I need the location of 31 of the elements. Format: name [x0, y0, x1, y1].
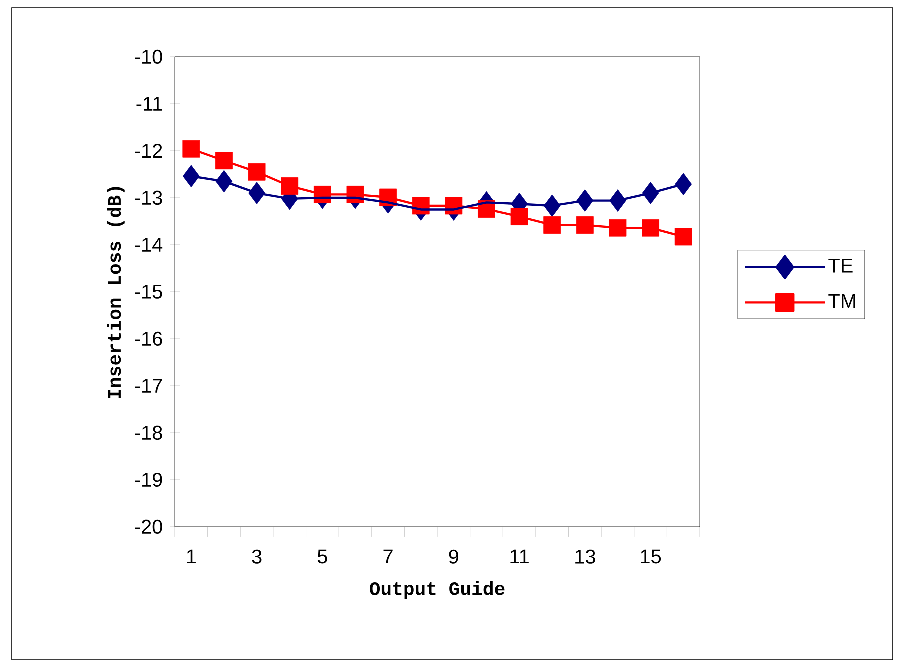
x-axis-title: Output Guide — [370, 581, 505, 600]
point — [674, 228, 692, 246]
point — [609, 219, 627, 237]
legend-label: TE — [828, 259, 853, 273]
y-tick-label: -19 — [135, 472, 162, 488]
point — [510, 208, 528, 226]
y-tick-label: -16 — [135, 332, 162, 346]
point — [642, 219, 660, 237]
y-axis-title: Insertion Loss (dB) — [107, 187, 125, 398]
x-tick-label: 15 — [641, 550, 662, 564]
y-tick-label: -14 — [135, 238, 163, 252]
y-tick-label: -15 — [135, 285, 162, 299]
x-tick-label: 3 — [252, 550, 262, 564]
x-tick-label: 11 — [510, 550, 529, 564]
x-tick-label: 7 — [384, 550, 393, 564]
point — [248, 163, 266, 181]
point — [182, 165, 200, 188]
y-tick-label: -13 — [135, 190, 162, 206]
point — [182, 140, 200, 158]
y-tick-label: -12 — [135, 144, 162, 158]
y-tick-label: -11 — [136, 97, 162, 111]
x-tick-label: 9 — [449, 550, 459, 564]
legend-label: TM — [828, 294, 856, 308]
x-tick-label: 13 — [576, 550, 596, 564]
y-tick-label: -18 — [135, 426, 162, 440]
y-tick-label: -10 — [135, 50, 162, 64]
point — [675, 173, 692, 196]
x-tick-label: 1 — [187, 550, 196, 564]
y-tick-label: -20 — [135, 520, 162, 534]
y-tick-label: -17 — [135, 379, 162, 393]
x-tick-label: 5 — [318, 550, 328, 564]
